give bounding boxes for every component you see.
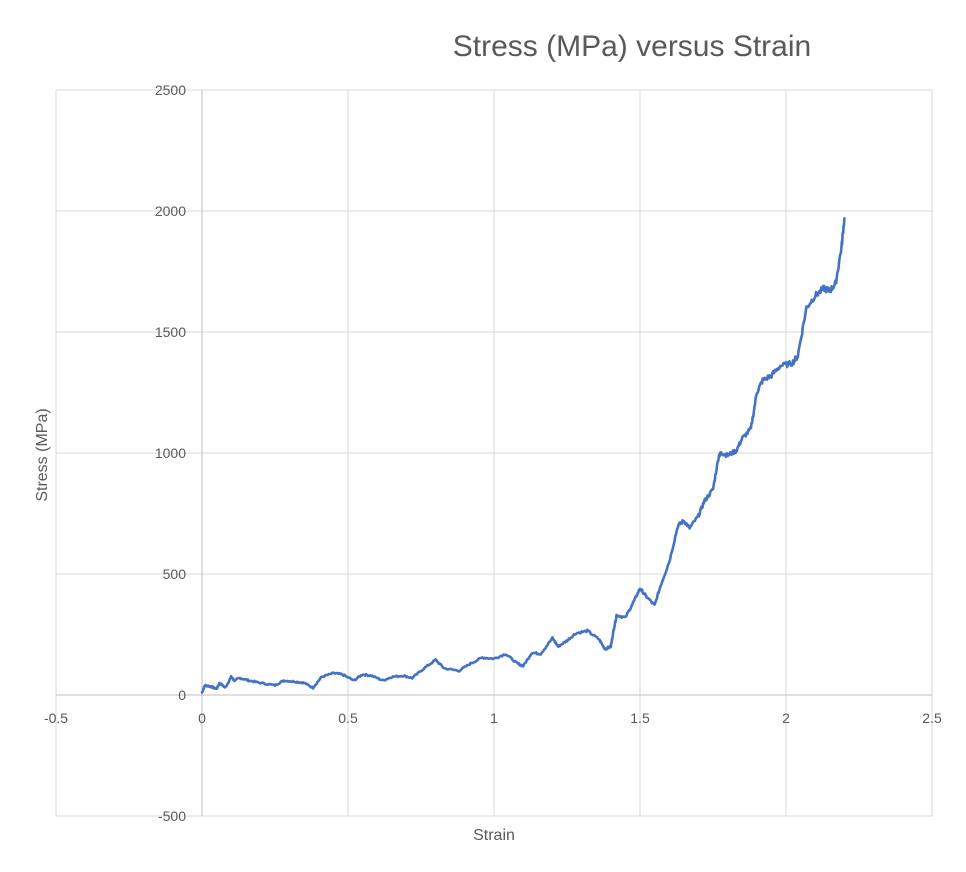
x-tick-label: 2.5 — [922, 710, 942, 726]
tick-labels: -0.5 0 0.5 1 1.5 2 2.5 -500 0 500 1000 1500 2000 2500 — [44, 82, 942, 824]
y-tick-label: -500 — [158, 808, 186, 824]
x-tick-label: -0.5 — [44, 710, 68, 726]
y-axis-label: Stress (MPa) — [34, 408, 51, 501]
stress-series-line — [200, 217, 846, 694]
chart-title: Stress (MPa) versus Strain — [453, 30, 811, 63]
series-layer — [200, 217, 846, 694]
y-tick-label: 2000 — [155, 203, 186, 219]
y-tick-label: 0 — [178, 687, 186, 703]
y-tick-label: 1000 — [155, 445, 186, 461]
x-tick-label: 1 — [490, 710, 498, 726]
y-tick-label: 1500 — [155, 324, 186, 340]
x-tick-label: 0.5 — [338, 710, 358, 726]
x-axis-label: Strain — [473, 827, 515, 844]
y-tick-label: 500 — [163, 566, 187, 582]
x-tick-label: 0 — [198, 710, 206, 726]
x-tick-label: 2 — [782, 710, 790, 726]
y-tick-label: 2500 — [155, 82, 186, 98]
axes — [56, 90, 932, 816]
x-tick-label: 1.5 — [630, 710, 650, 726]
